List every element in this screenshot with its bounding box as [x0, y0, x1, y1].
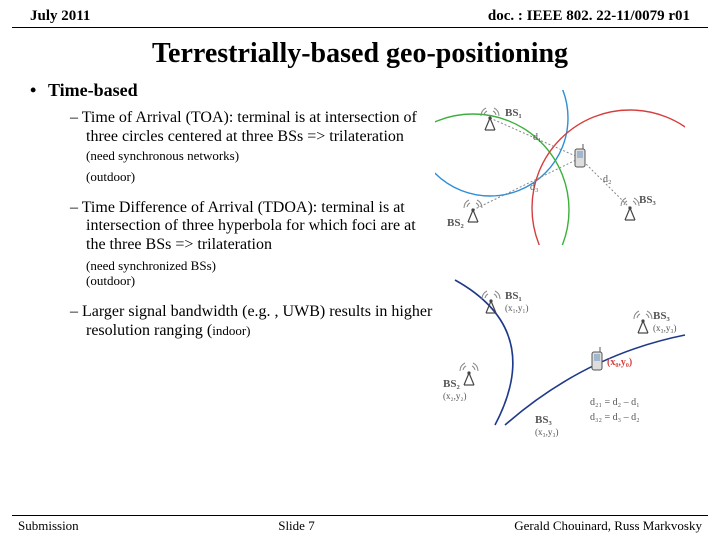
svg-text:(x₂,y₂): (x₂,y₂)	[443, 391, 467, 401]
svg-text:BS₂: BS₂	[447, 217, 464, 229]
toa-note: (outdoor)	[86, 170, 435, 185]
svg-text:(x₃,y₃): (x₃,y₃)	[535, 427, 559, 437]
bullet-level2-tdoa: – Time Difference of Arrival (TDOA): ter…	[70, 199, 435, 256]
uwb-text: Larger signal bandwidth (e.g. , UWB) res…	[82, 303, 432, 339]
toa-text: Time of Arrival (TOA): terminal is at in…	[82, 109, 417, 145]
header-date: July 2011	[30, 8, 90, 25]
tdoa-text: Time Difference of Arrival (TDOA): termi…	[82, 199, 416, 254]
svg-text:BS₂: BS₂	[443, 378, 460, 390]
bullet-marker: •	[30, 80, 48, 101]
slide-footer: Submission Slide 7 Gerald Chouinard, Rus…	[12, 515, 708, 534]
svg-text:BS₁: BS₁	[505, 107, 522, 119]
footer-left: Submission	[18, 518, 79, 534]
svg-text:(x₀,y₀): (x₀,y₀)	[607, 357, 632, 368]
svg-text:BS₃: BS₃	[639, 194, 656, 206]
bullet-level2-toa: – Time of Arrival (TOA): terminal is at …	[70, 109, 435, 166]
bullet-level2-uwb: – Larger signal bandwidth (e.g. , UWB) r…	[70, 303, 435, 341]
svg-text:d₂: d₂	[603, 174, 612, 185]
toa-small: (need synchronous networks)	[86, 148, 239, 163]
slide-content: •Time-based – Time of Arrival (TOA): ter…	[0, 80, 720, 440]
footer-center: Slide 7	[278, 518, 314, 534]
svg-text:d₃₂ = d₃ – d₂: d₃₂ = d₃ – d₂	[590, 412, 640, 423]
slide-header: July 2011 doc. : IEEE 802. 22-11/0079 r0…	[12, 0, 708, 28]
tdoa-diagram: BS₁(x₁,y₁)BS₂(x₂,y₂)BS₃(x₃,y₃)(x₀,y₀)d₂₁…	[435, 275, 690, 440]
bullet-label: Time-based	[48, 80, 138, 100]
svg-text:(x₃,y₃): (x₃,y₃)	[653, 323, 677, 333]
svg-text:BS₁: BS₁	[505, 290, 522, 302]
tdoa-note: (need synchronized BSs) (outdoor)	[86, 259, 435, 289]
uwb-small: indoor)	[212, 323, 250, 338]
footer-right: Gerald Chouinard, Russ Markvosky	[514, 518, 702, 534]
bullet-level1: •Time-based	[30, 80, 435, 101]
svg-text:BS₃: BS₃	[535, 414, 552, 426]
svg-text:d₃: d₃	[530, 182, 539, 193]
toa-diagram: BS₁ BS₂ BS₃ d₁ d₂ d₃	[435, 90, 685, 245]
text-column: •Time-based – Time of Arrival (TOA): ter…	[30, 80, 435, 440]
svg-text:(x₁,y₁): (x₁,y₁)	[505, 303, 529, 313]
svg-text:d₂₁ = d₂ – d₁: d₂₁ = d₂ – d₁	[590, 397, 640, 408]
slide-title: Terrestrially-based geo-positioning	[0, 38, 720, 70]
svg-text:BS₃: BS₃	[653, 310, 670, 322]
figure-column: BS₁BS₂BS₃d₁d₂d₃ BS₁(x₁,y₁)BS₂(x₂,y₂)BS₃(…	[435, 80, 695, 440]
svg-text:d₁: d₁	[533, 132, 542, 143]
header-docid: doc. : IEEE 802. 22-11/0079 r01	[488, 8, 690, 25]
